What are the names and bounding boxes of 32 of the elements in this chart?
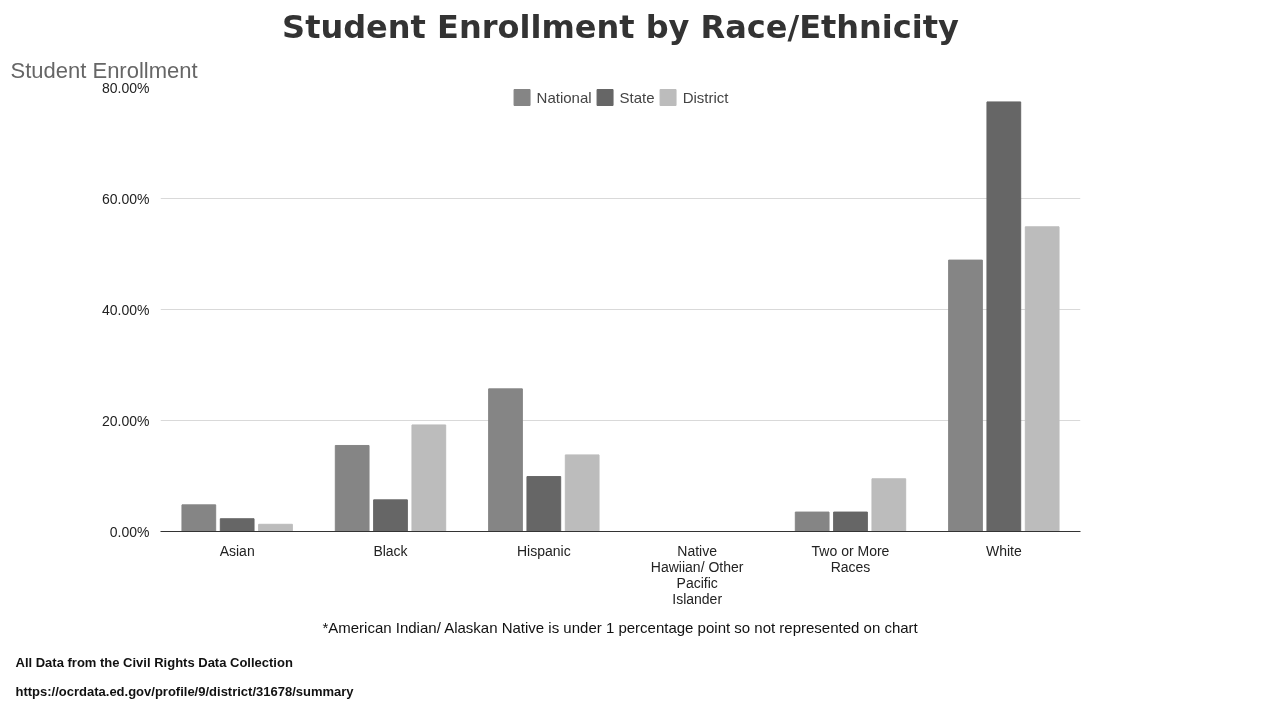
bar bbox=[564, 454, 600, 532]
x-tick-label: Black bbox=[373, 542, 409, 559]
legend-label: State bbox=[619, 88, 655, 106]
bar bbox=[871, 478, 907, 532]
y-tick-label: 60.00% bbox=[102, 190, 150, 207]
text: https://ocrdata.ed.gov/profile/9/district/31678/summary bbox=[15, 683, 355, 699]
bar bbox=[219, 518, 255, 532]
y-tick-label: 0.00% bbox=[109, 523, 150, 540]
bar bbox=[373, 499, 408, 532]
legend-label: District bbox=[682, 88, 729, 106]
x-tick-label: Two or More Races bbox=[811, 542, 890, 575]
bar bbox=[1024, 226, 1060, 532]
bar bbox=[334, 444, 370, 532]
bar bbox=[526, 476, 562, 532]
y-tick-label: 20.00% bbox=[102, 412, 150, 429]
x-tick-label: White bbox=[985, 542, 1022, 559]
bar bbox=[948, 259, 983, 532]
y-tick-label: 40.00% bbox=[102, 301, 150, 318]
bar bbox=[258, 523, 293, 532]
x-tick-label: Asian bbox=[219, 542, 255, 559]
x-tick-label: Native Hawiian/ Other Pacific Islander bbox=[650, 542, 744, 607]
bar bbox=[488, 388, 523, 532]
legend-label: National bbox=[536, 88, 592, 106]
text: *American Indian/ Alaskan Native is under 1 percentage point so not represented on chart bbox=[322, 618, 919, 636]
bar bbox=[411, 424, 447, 532]
bar bbox=[181, 504, 217, 532]
text: All Data from the Civil Rights Data Collection bbox=[15, 654, 293, 670]
bar bbox=[794, 511, 830, 532]
chart-subtitle: Student Enrollment by Race/Ethnicity bbox=[282, 7, 960, 46]
x-tick-label: Hispanic bbox=[516, 542, 571, 559]
bar bbox=[986, 101, 1022, 532]
bar bbox=[833, 511, 868, 532]
